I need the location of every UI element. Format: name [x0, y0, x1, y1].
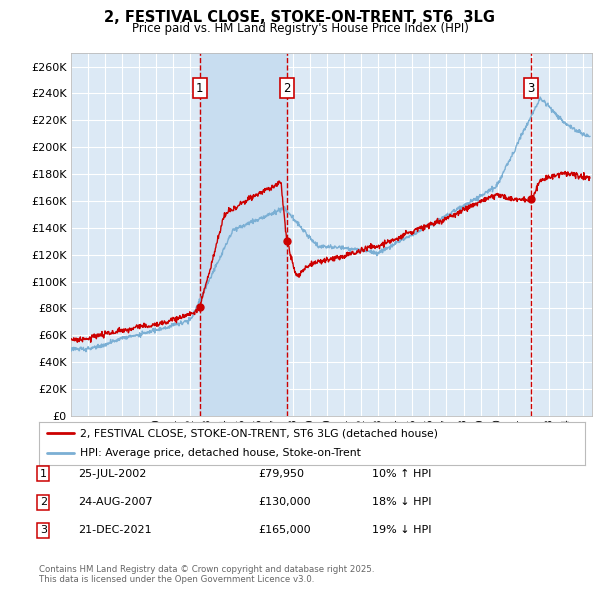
- Text: 2, FESTIVAL CLOSE, STOKE-ON-TRENT, ST6 3LG (detached house): 2, FESTIVAL CLOSE, STOKE-ON-TRENT, ST6 3…: [80, 428, 438, 438]
- Text: Contains HM Land Registry data © Crown copyright and database right 2025.
This d: Contains HM Land Registry data © Crown c…: [39, 565, 374, 584]
- Text: 19% ↓ HPI: 19% ↓ HPI: [372, 526, 431, 535]
- Text: 25-JUL-2002: 25-JUL-2002: [78, 469, 146, 478]
- Text: 18% ↓ HPI: 18% ↓ HPI: [372, 497, 431, 507]
- Bar: [200, 53, 287, 416]
- Text: Price paid vs. HM Land Registry's House Price Index (HPI): Price paid vs. HM Land Registry's House …: [131, 22, 469, 35]
- Text: 1: 1: [196, 81, 203, 94]
- Text: 2: 2: [40, 497, 47, 507]
- Text: 24-AUG-2007: 24-AUG-2007: [78, 497, 152, 507]
- Text: 1: 1: [40, 469, 47, 478]
- Text: £165,000: £165,000: [258, 526, 311, 535]
- Text: HPI: Average price, detached house, Stoke-on-Trent: HPI: Average price, detached house, Stok…: [80, 448, 361, 458]
- Text: £79,950: £79,950: [258, 469, 304, 478]
- Text: 3: 3: [40, 526, 47, 535]
- Text: 10% ↑ HPI: 10% ↑ HPI: [372, 469, 431, 478]
- Text: 21-DEC-2021: 21-DEC-2021: [78, 526, 152, 535]
- Text: 2, FESTIVAL CLOSE, STOKE-ON-TRENT, ST6  3LG: 2, FESTIVAL CLOSE, STOKE-ON-TRENT, ST6 3…: [104, 10, 496, 25]
- Text: 3: 3: [527, 81, 535, 94]
- Text: 2: 2: [283, 81, 290, 94]
- Text: £130,000: £130,000: [258, 497, 311, 507]
